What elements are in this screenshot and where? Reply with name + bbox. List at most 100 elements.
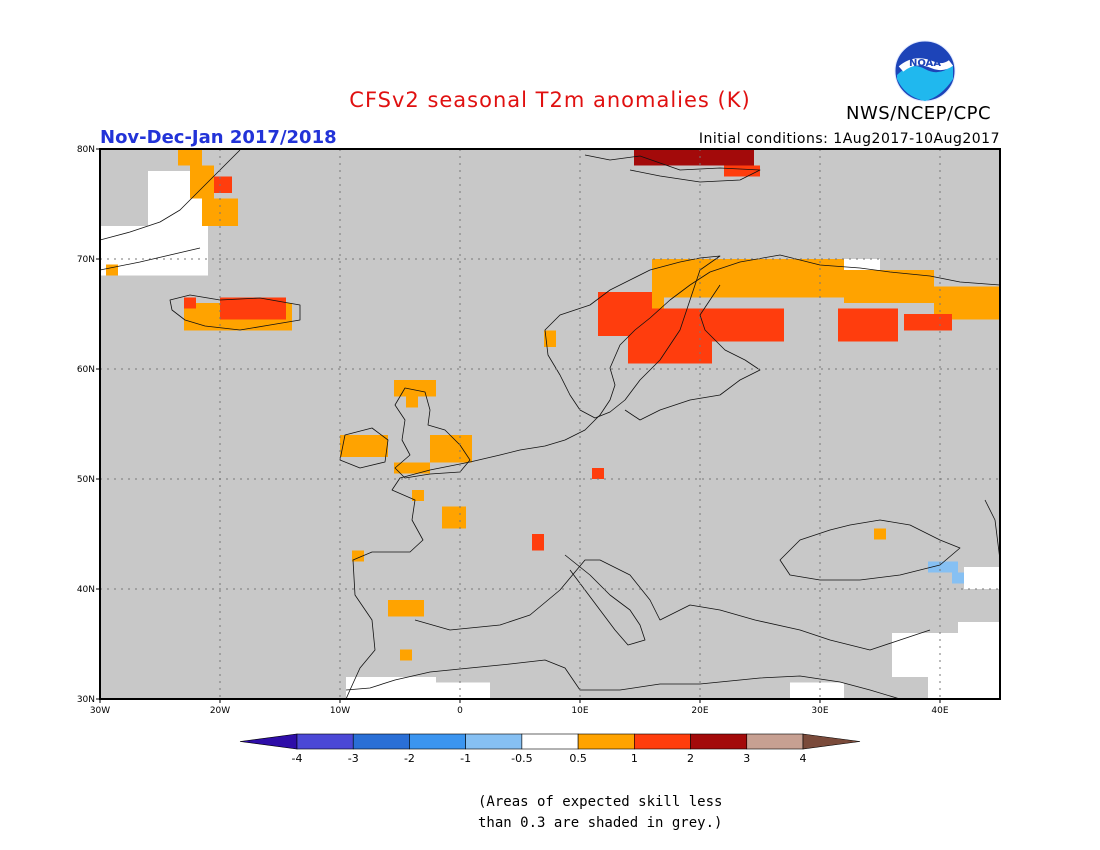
- colorbar-swatch: [746, 733, 804, 750]
- footnote-line-2: than 0.3 are shaded in grey.): [478, 815, 723, 831]
- colorbar-swatch: [577, 733, 635, 750]
- colorbar-label: -2: [404, 752, 415, 765]
- colorbar-label: 2: [687, 752, 694, 765]
- lon-tick-label: 10E: [571, 706, 588, 716]
- anomaly-region: [388, 600, 424, 617]
- coastline-italy: [564, 554, 646, 646]
- colorbar-label: 0.5: [569, 752, 587, 765]
- below-normal-region: [928, 561, 958, 573]
- forecast-period: Nov-Dec-Jan 2017/2018: [100, 127, 337, 148]
- map-title: CFSv2 seasonal T2m anomalies (K): [349, 88, 751, 112]
- anomaly-region: [400, 649, 412, 661]
- near-normal-region: [964, 567, 1000, 589]
- coastline-greenland: [100, 149, 241, 271]
- near-normal-region: [928, 677, 1000, 699]
- lat-tick-label: 80N: [77, 145, 95, 155]
- anomaly-region: [352, 550, 364, 562]
- colorbar: -4 -3 -2 -1 -0.5 0.5 1 2 3 4: [239, 733, 861, 765]
- lon-tick-label: 30E: [811, 706, 828, 716]
- colorbar-swatch: [352, 733, 410, 750]
- coastline-baltic: [624, 284, 761, 421]
- colorbar-label: 4: [800, 752, 807, 765]
- anomaly-region: [904, 314, 952, 331]
- lat-tick-label: 50N: [77, 475, 95, 485]
- anomaly-region: [874, 528, 886, 540]
- anomaly-region: [838, 308, 898, 342]
- anomaly-region: [652, 259, 844, 298]
- coastline-svalbard: [584, 154, 761, 183]
- coastline-scandinavia: [544, 255, 721, 419]
- anomaly-region: [394, 462, 430, 474]
- coastline-europe: [345, 254, 1000, 699]
- lon-tick-label: 0: [457, 706, 463, 716]
- lon-tick-label: 30W: [90, 706, 110, 716]
- anomaly-region: [628, 308, 712, 364]
- anomaly-region: [214, 176, 232, 193]
- initial-conditions: Initial conditions: 1Aug2017-10Aug2017: [698, 131, 1000, 147]
- coastline-britain: [394, 387, 471, 479]
- coastline-caspian: [984, 499, 1000, 561]
- graticule: [100, 149, 1000, 699]
- colorbar-high-arrow: [802, 733, 861, 750]
- anomaly-region: [532, 534, 544, 551]
- colorbar-swatch: [521, 733, 579, 750]
- anomaly-region: [592, 468, 604, 479]
- agency-label: NWS/NCEP/CPC: [846, 103, 992, 124]
- anomaly-region: [442, 506, 466, 529]
- anomaly-region: [412, 490, 424, 501]
- below-normal-region: [952, 572, 964, 584]
- anomaly-region: [178, 149, 202, 166]
- coastline-iceland: [169, 294, 301, 331]
- anomaly-region: [394, 380, 436, 397]
- noaa-logo-icon: NOAA: [894, 40, 956, 102]
- lat-tick-label: 60N: [77, 365, 95, 375]
- lon-tick-label: 20E: [691, 706, 708, 716]
- map-background: [100, 149, 1000, 699]
- colorbar-label: -4: [292, 752, 303, 765]
- colorbar-swatch: [465, 733, 523, 750]
- near-normal-region: [346, 677, 436, 699]
- lat-tick-label: 70N: [77, 255, 95, 265]
- anomaly-region: [844, 270, 934, 303]
- anomaly-region: [724, 165, 760, 177]
- colorbar-swatch: [296, 733, 354, 750]
- colorbar-swatch: [409, 733, 466, 750]
- anomaly-region: [190, 165, 214, 199]
- colorbar-swatch: [634, 733, 691, 750]
- lat-tick-label: 40N: [77, 585, 95, 595]
- axis-ticks: 30W 20W 10W 0 10E 20E 30E 40E 30N 40N 50N 60N 70N 80N: [77, 145, 949, 716]
- lat-tick-label: 30N: [77, 695, 95, 705]
- lon-tick-label: 40E: [931, 706, 948, 716]
- near-normal-region: [790, 682, 844, 699]
- colorbar-low-arrow: [239, 733, 298, 750]
- anomaly-region: [430, 435, 472, 463]
- colorbar-swatch: [690, 733, 748, 750]
- near-normal-region: [892, 633, 1000, 677]
- lon-tick-label: 20W: [210, 706, 230, 716]
- skill-footnote: (Areas of expected skill less than 0.3 a…: [478, 792, 722, 834]
- map-frame: [99, 148, 1001, 700]
- coastline-black-sea: [779, 519, 961, 581]
- colorbar-label: -3: [348, 752, 359, 765]
- colorbar-label: 3: [743, 752, 750, 765]
- lon-tick-label: 10W: [330, 706, 350, 716]
- near-normal-region: [958, 622, 1000, 633]
- anomaly-region: [184, 297, 196, 309]
- anomaly-region: [340, 435, 388, 457]
- coastline-mediterranean: [414, 559, 931, 651]
- anomaly-region: [544, 330, 556, 347]
- colorbar-label: -0.5: [511, 752, 532, 765]
- near-normal-region: [820, 259, 880, 270]
- colorbar-label: -1: [460, 752, 471, 765]
- anomaly-region: [106, 264, 118, 276]
- anomaly-region: [712, 308, 784, 342]
- footnote-line-1: (Areas of expected skill less: [478, 794, 723, 810]
- noaa-logo-text: NOAA: [909, 58, 941, 69]
- colorbar-label: 1: [631, 752, 638, 765]
- coastline-ireland: [339, 427, 389, 469]
- anomaly-region: [220, 297, 286, 320]
- anomaly-region: [634, 149, 754, 166]
- near-normal-region: [436, 682, 490, 699]
- anomaly-region: [406, 396, 418, 408]
